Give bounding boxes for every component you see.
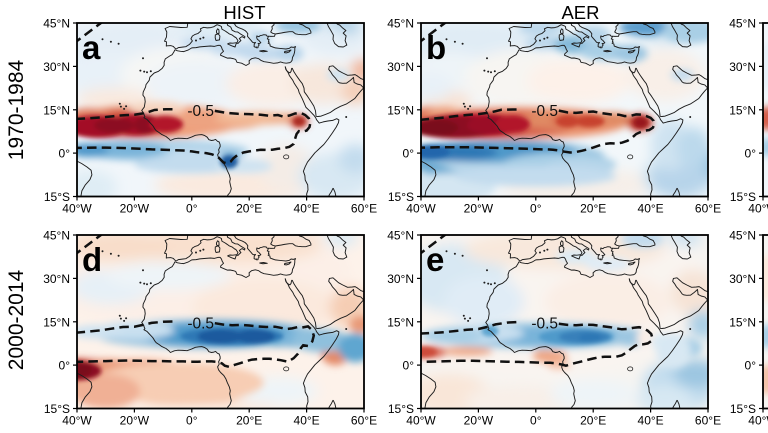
svg-text:60°E: 60°E bbox=[351, 202, 377, 216]
svg-text:20°E: 20°E bbox=[236, 202, 262, 216]
svg-text:30°N: 30°N bbox=[43, 60, 70, 74]
svg-text:60°E: 60°E bbox=[351, 414, 377, 428]
svg-text:0°: 0° bbox=[530, 414, 542, 428]
svg-text:2000-2014: 2000-2014 bbox=[5, 269, 28, 370]
svg-text:20°E: 20°E bbox=[580, 202, 606, 216]
svg-text:20°E: 20°E bbox=[236, 414, 262, 428]
svg-text:60°E: 60°E bbox=[695, 414, 721, 428]
svg-text:0°: 0° bbox=[403, 147, 415, 161]
svg-text:15°S: 15°S bbox=[730, 190, 756, 204]
svg-text:AER: AER bbox=[561, 2, 599, 23]
svg-text:-0.5: -0.5 bbox=[531, 103, 558, 120]
svg-text:40°E: 40°E bbox=[294, 414, 320, 428]
svg-text:40°W: 40°W bbox=[748, 202, 768, 216]
svg-text:0°: 0° bbox=[745, 359, 757, 373]
svg-text:40°W: 40°W bbox=[406, 202, 436, 216]
svg-text:40°E: 40°E bbox=[638, 202, 664, 216]
svg-text:15°N: 15°N bbox=[43, 103, 70, 117]
svg-text:45°N: 45°N bbox=[729, 17, 756, 31]
svg-text:20°W: 20°W bbox=[464, 414, 494, 428]
svg-text:d: d bbox=[82, 241, 102, 278]
svg-text:-0.5: -0.5 bbox=[187, 103, 214, 120]
svg-text:20°W: 20°W bbox=[120, 202, 150, 216]
svg-text:0°: 0° bbox=[186, 202, 198, 216]
svg-text:-0.5: -0.5 bbox=[187, 315, 214, 332]
svg-text:40°W: 40°W bbox=[62, 414, 92, 428]
svg-text:45°N: 45°N bbox=[387, 229, 414, 243]
svg-text:40°W: 40°W bbox=[406, 414, 436, 428]
svg-text:20°E: 20°E bbox=[580, 414, 606, 428]
svg-text:15°S: 15°S bbox=[44, 190, 70, 204]
svg-text:1970-1984: 1970-1984 bbox=[5, 59, 28, 160]
svg-text:60°E: 60°E bbox=[695, 202, 721, 216]
svg-text:0°: 0° bbox=[59, 359, 71, 373]
svg-text:30°N: 30°N bbox=[729, 272, 756, 286]
svg-text:e: e bbox=[426, 241, 444, 278]
svg-text:15°N: 15°N bbox=[729, 103, 756, 117]
svg-text:15°S: 15°S bbox=[730, 402, 756, 416]
svg-text:30°N: 30°N bbox=[43, 272, 70, 286]
svg-text:20°W: 20°W bbox=[464, 202, 494, 216]
svg-text:40°E: 40°E bbox=[638, 414, 664, 428]
svg-text:40°W: 40°W bbox=[62, 202, 92, 216]
svg-text:0°: 0° bbox=[530, 202, 542, 216]
svg-text:15°S: 15°S bbox=[44, 402, 70, 416]
svg-text:30°N: 30°N bbox=[387, 272, 414, 286]
svg-text:20°W: 20°W bbox=[120, 414, 150, 428]
svg-text:45°N: 45°N bbox=[387, 17, 414, 31]
svg-text:HIST: HIST bbox=[223, 2, 265, 23]
svg-text:15°N: 15°N bbox=[729, 315, 756, 329]
svg-text:15°S: 15°S bbox=[388, 402, 414, 416]
svg-text:0°: 0° bbox=[186, 414, 198, 428]
svg-text:40°E: 40°E bbox=[294, 202, 320, 216]
svg-text:0°: 0° bbox=[745, 147, 757, 161]
svg-text:-0.5: -0.5 bbox=[531, 316, 558, 333]
svg-text:30°N: 30°N bbox=[729, 60, 756, 74]
svg-text:0°: 0° bbox=[403, 359, 415, 373]
svg-text:45°N: 45°N bbox=[43, 17, 70, 31]
svg-text:45°N: 45°N bbox=[43, 229, 70, 243]
svg-text:0°: 0° bbox=[59, 147, 71, 161]
svg-text:15°N: 15°N bbox=[387, 103, 414, 117]
svg-text:b: b bbox=[426, 29, 446, 66]
svg-text:a: a bbox=[82, 29, 101, 66]
svg-text:45°N: 45°N bbox=[729, 229, 756, 243]
svg-text:15°S: 15°S bbox=[388, 190, 414, 204]
svg-text:15°N: 15°N bbox=[387, 315, 414, 329]
svg-text:30°N: 30°N bbox=[387, 60, 414, 74]
svg-text:40°W: 40°W bbox=[748, 414, 768, 428]
svg-text:15°N: 15°N bbox=[43, 315, 70, 329]
